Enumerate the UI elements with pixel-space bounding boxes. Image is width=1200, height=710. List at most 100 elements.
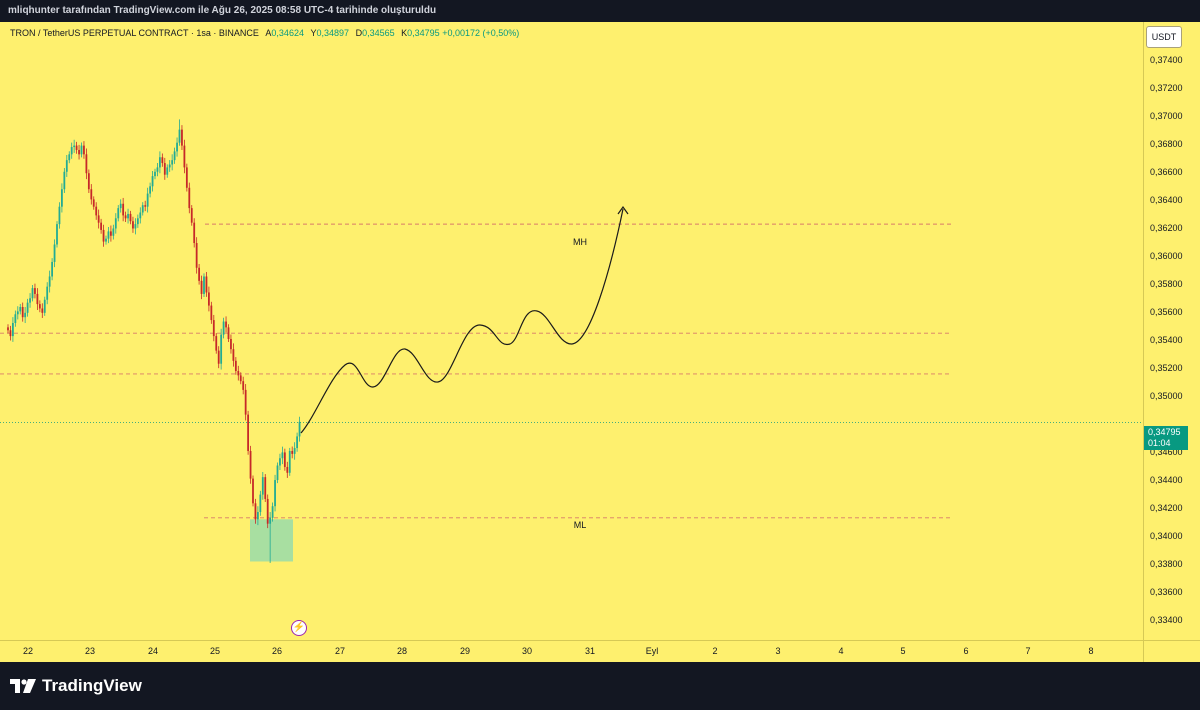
candle-body [288,450,291,473]
candle-body [259,494,262,513]
candle-body [102,229,105,242]
candle-body [198,267,200,281]
candle-body [149,186,151,194]
tradingview-brand[interactable]: TradingView [10,676,142,696]
last-price-value: 0,34795 [1148,427,1181,437]
candle-body [12,323,14,337]
candle-body [95,206,98,216]
projection-path [300,208,624,434]
candle-body [29,298,31,303]
candle-body [97,215,100,223]
candle-body [281,452,284,459]
price-tick: 0,37000 [1150,111,1183,121]
attribution-bar: mliqhunter tarafından TradingView.com il… [0,0,1200,22]
symbol-name[interactable]: TRON / TetherUS PERPETUAL CONTRACT · 1sa… [10,28,259,38]
candle-body [83,145,85,155]
candle-body [21,307,24,318]
candle-body [279,458,281,466]
currency-unit-button[interactable]: USDT [1146,26,1182,48]
candle-body [129,213,132,222]
candle-body [26,302,29,313]
candle-body [227,327,230,339]
candle-body [51,261,53,277]
price-tick: 0,37200 [1150,83,1183,93]
candle-body [274,480,276,507]
candle-body [61,189,63,207]
price-scale[interactable]: 0,37400 0,37200 0,37000 0,36800 0,36600 … [1143,22,1200,640]
price-tick: 0,34200 [1150,503,1183,513]
close-label: K [401,28,408,38]
time-axis[interactable]: 22 23 24 25 26 27 28 29 30 31 Eyl 2 3 4 … [0,640,1143,663]
high-label: Y [310,28,317,38]
liquidity-zone [250,519,293,562]
candle-body [156,167,159,172]
candle-body [208,292,210,306]
candle-body [269,517,272,524]
price-tick: 0,35000 [1150,391,1183,401]
time-tick: 31 [584,646,596,656]
candle-body [146,193,149,207]
price-tick: 0,36600 [1150,167,1183,177]
candle-body [161,157,164,164]
candle-body [122,203,125,216]
time-tick: Eyl [645,646,659,656]
candle-body [117,208,120,219]
time-tick: 30 [521,646,533,656]
candles [7,119,301,563]
price-tick: 0,36400 [1150,195,1183,205]
price-tick: 0,34400 [1150,475,1183,485]
candle-body [283,452,286,467]
candle-body [107,231,110,239]
candle-body [225,321,227,328]
time-tick: 5 [900,646,906,656]
time-tick: 24 [147,646,159,656]
candle-body [58,206,61,225]
candle-body [36,293,39,305]
chart-frame[interactable]: MH ML TRON / TetherUS PERPETUAL CONTRACT… [0,22,1200,663]
footer-bar: TradingView [0,662,1200,710]
candle-body [261,477,264,495]
candle-body [34,288,36,294]
time-tick: 7 [1025,646,1031,656]
low-label: D [355,28,363,38]
candle-body [46,286,49,300]
candle-body [247,414,249,451]
candle-body [257,512,259,520]
lightning-icon[interactable]: ⚡ [291,620,307,636]
candle-body [296,436,298,449]
candle-body [124,215,127,219]
candle-body [220,334,223,364]
candle-body [234,360,237,371]
candle-body [264,477,267,499]
low-value: 0,34565 [362,28,395,38]
price-tick: 0,37400 [1150,55,1183,65]
time-tick: 4 [838,646,844,656]
candle-body [114,218,117,229]
candle-body [237,370,240,376]
bar-countdown: 01:04 [1148,438,1171,448]
price-tick: 0,35200 [1150,363,1183,373]
candle-body [242,381,245,390]
price-tick: 0,34600 [1150,447,1183,457]
time-tick: 28 [396,646,408,656]
candle-body [87,173,90,190]
candle-body [105,238,107,242]
candle-body [73,145,76,148]
time-tick: 26 [271,646,283,656]
candle-body [92,199,95,207]
symbol-legend[interactable]: TRON / TetherUS PERPETUAL CONTRACT · 1sa… [10,28,519,38]
candle-body [132,221,134,229]
candle-body [178,129,181,143]
candle-body [298,421,301,437]
chart-plot[interactable]: MH ML [0,22,1143,640]
time-tick: 3 [775,646,781,656]
candle-body [159,157,161,168]
ml-label: ML [574,520,587,530]
level-lines [0,223,952,519]
time-tick: 6 [963,646,969,656]
time-tick: 22 [22,646,34,656]
open-value: 0,34624 [271,28,304,38]
time-tick: 2 [712,646,718,656]
candle-body [136,218,139,225]
candle-body [119,203,122,209]
